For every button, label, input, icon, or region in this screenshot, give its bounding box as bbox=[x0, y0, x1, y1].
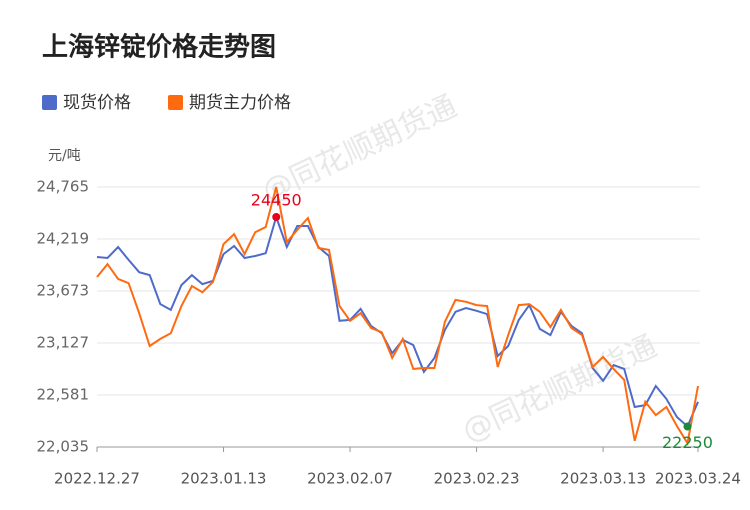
chart-title: 上海锌锭价格走势图 bbox=[42, 32, 276, 63]
legend-label: 现货价格 bbox=[63, 93, 131, 113]
y-tick-label: 23,127 bbox=[37, 334, 90, 352]
x-tick-label: 2023.01.13 bbox=[181, 470, 267, 488]
extreme-label: 24450 bbox=[251, 191, 302, 210]
x-tick-label: 2023.02.23 bbox=[434, 470, 520, 488]
x-tick-label: 2022.12.27 bbox=[54, 470, 140, 488]
legend-swatch bbox=[42, 95, 57, 110]
x-tick-label: 2023.02.07 bbox=[307, 470, 393, 488]
line-series bbox=[96, 186, 699, 446]
y-tick-label: 23,673 bbox=[37, 282, 90, 300]
y-tick-label: 24,219 bbox=[37, 230, 90, 248]
y-unit: 元/吨 bbox=[48, 148, 81, 164]
extreme-label: 22250 bbox=[662, 433, 713, 452]
watermark: @同花顺期货通 bbox=[457, 329, 662, 449]
y-tick-label: 22,581 bbox=[37, 386, 90, 404]
y-tick-label: 24,765 bbox=[37, 178, 90, 196]
legend-swatch bbox=[168, 95, 183, 110]
extreme-point bbox=[683, 422, 692, 431]
legend-label: 期货主力价格 bbox=[189, 93, 291, 113]
x-tick-label: 2023.03.24 bbox=[655, 470, 741, 488]
extreme-point bbox=[272, 213, 281, 221]
y-tick-label: 22,035 bbox=[37, 438, 90, 456]
x-tick-label: 2023.03.13 bbox=[560, 470, 646, 488]
